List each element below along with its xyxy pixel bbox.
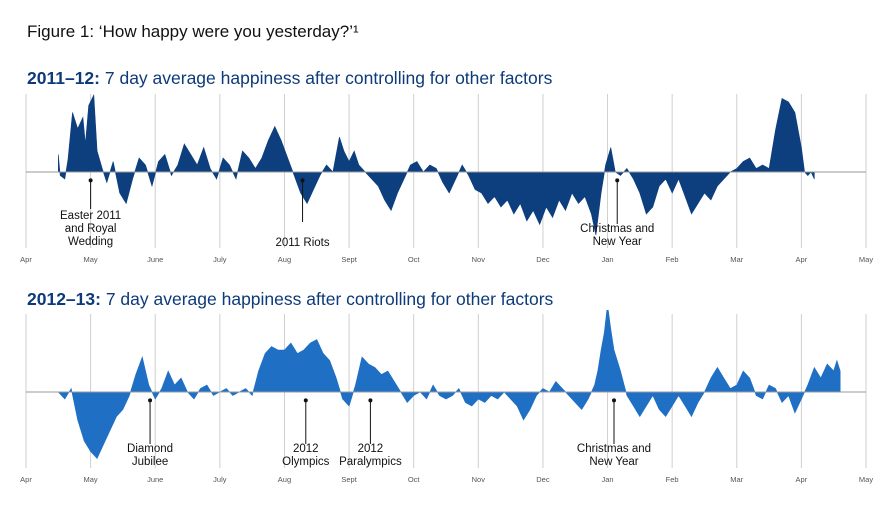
annotation-marker <box>148 398 153 403</box>
month-tick-label: Aug <box>278 475 291 484</box>
annotation-label: 2012 <box>293 443 319 455</box>
month-tick-label: Jan <box>601 255 613 264</box>
annotation-marker <box>368 398 373 403</box>
month-tick-label: May <box>859 255 873 264</box>
annotation-marker <box>615 178 620 183</box>
month-tick-label: June <box>147 255 163 264</box>
month-tick-label: Feb <box>666 255 679 264</box>
month-tick-label: Nov <box>472 255 486 264</box>
annotation-label: New Year <box>593 236 642 248</box>
month-tick-label: Feb <box>666 475 679 484</box>
annotation-marker <box>612 398 616 403</box>
month-tick-label: Apr <box>20 255 32 264</box>
month-tick-label: Oct <box>408 255 421 264</box>
month-tick-label: Aug <box>278 255 291 264</box>
annotation-label: Jubilee <box>132 456 168 468</box>
annotation-label: 2012 <box>358 443 384 455</box>
month-tick-label: Mar <box>730 255 743 264</box>
annotation-label: Christmas and <box>580 223 654 235</box>
month-tick-label: Apr <box>796 255 808 264</box>
month-tick-label: May <box>859 475 873 484</box>
month-tick-label: Jan <box>601 475 613 484</box>
chart-2012-13: Apr May June July Aug Sept Oct Nov Dec Jan Feb Mar A… <box>20 310 873 484</box>
month-tick-label: Mar <box>730 475 743 484</box>
panel-title-2012-13: 2012–13: 7 day average happiness after c… <box>27 289 553 310</box>
annotation-label: and Royal <box>65 223 117 235</box>
annotation-label: Christmas and <box>577 443 651 455</box>
month-tick-label: July <box>213 475 227 484</box>
annotation-label: Diamond <box>127 443 173 455</box>
month-tick-label: May <box>84 475 98 484</box>
annotation-label: 2011 Riots <box>275 237 329 249</box>
annotation-label: Olympics <box>282 456 330 468</box>
annotation-marker <box>303 398 308 403</box>
figure-title: Figure 1: ‘How happy were you yesterday?… <box>27 22 359 41</box>
panel-title-text: 7 day average happiness after controllin… <box>100 289 554 309</box>
panel-title-year: 2011–12: <box>27 68 100 88</box>
annotation-label: Wedding <box>68 236 113 248</box>
annotation-label: Paralympics <box>339 456 402 468</box>
month-tick-label: Apr <box>20 475 32 484</box>
chart-2011-12: Apr May June July Aug Sept Oct Nov Dec Jan Feb Mar A… <box>20 93 873 264</box>
month-tick-label: Apr <box>796 475 808 484</box>
month-tick-label: Oct <box>408 475 421 484</box>
annotation-marker <box>88 178 93 183</box>
month-tick-label: July <box>213 255 227 264</box>
happiness-area-series <box>57 310 841 460</box>
month-tick-label: Sept <box>341 475 357 484</box>
month-tick-label: May <box>84 255 98 264</box>
panel-title-text: 7 day average happiness after controllin… <box>100 68 553 88</box>
month-tick-label: Dec <box>536 255 550 264</box>
panel-title-2011-12: 2011–12: 7 day average happiness after c… <box>27 68 552 89</box>
month-tick-label: Sept <box>341 255 357 264</box>
month-tick-label: June <box>147 475 163 484</box>
happiness-area-series <box>58 93 815 236</box>
month-tick-label: Nov <box>472 475 486 484</box>
annotation-label: New Year <box>589 456 638 468</box>
annotation-label: Easter 2011 <box>60 210 121 222</box>
panel-title-year: 2012–13: <box>27 289 101 309</box>
annotation-marker <box>300 178 305 183</box>
month-tick-label: Dec <box>536 475 550 484</box>
